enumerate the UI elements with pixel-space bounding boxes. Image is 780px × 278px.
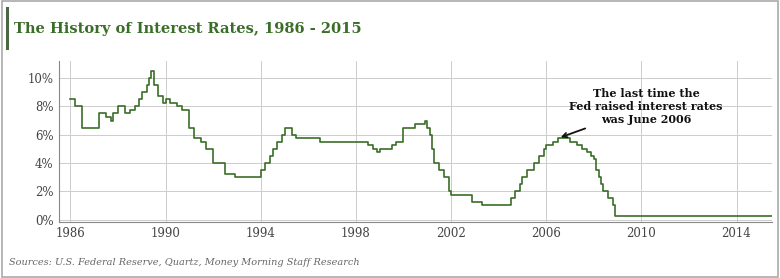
Text: The last time the
Fed raised interest rates
was June 2006: The last time the Fed raised interest ra… <box>562 88 723 137</box>
Text: The History of Interest Rates, 1986 - 2015: The History of Interest Rates, 1986 - 20… <box>14 22 362 36</box>
Text: Sources: U.S. Federal Reserve, Quartz, Money Morning Staff Research: Sources: U.S. Federal Reserve, Quartz, M… <box>9 258 360 267</box>
